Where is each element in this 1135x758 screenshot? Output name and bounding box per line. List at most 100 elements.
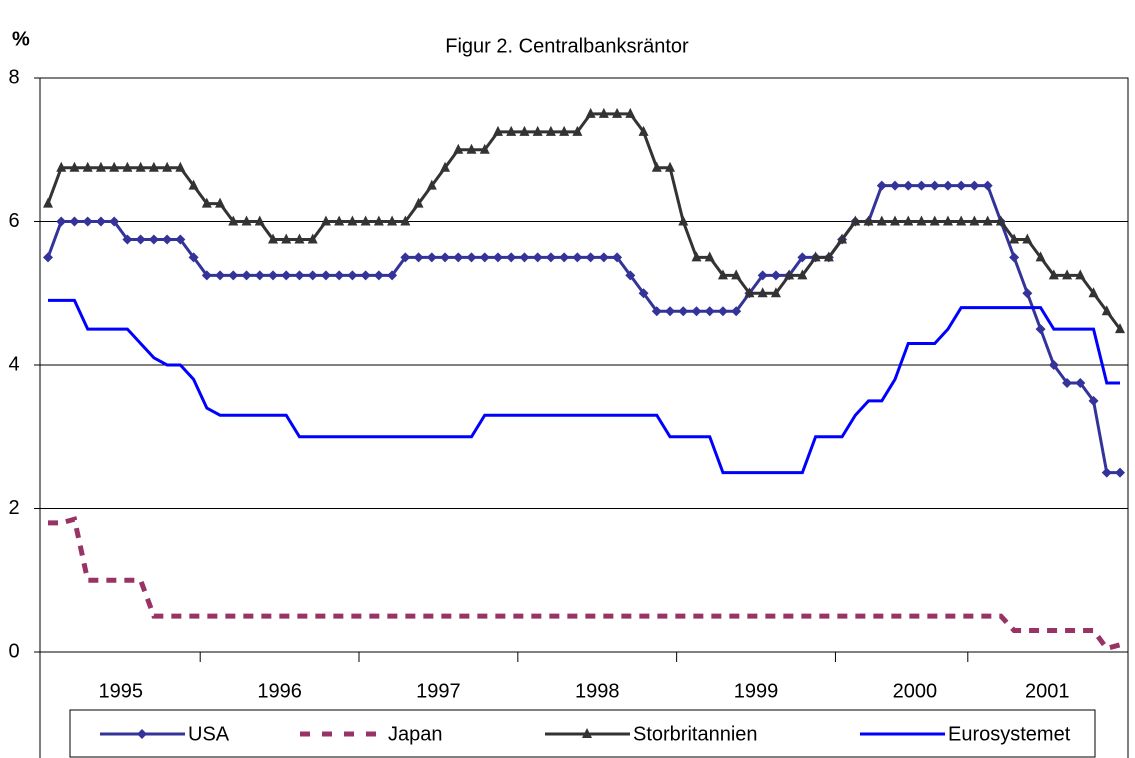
marker	[1075, 269, 1086, 280]
marker	[797, 252, 808, 263]
marker	[254, 215, 265, 226]
marker	[810, 251, 821, 262]
y-axis-label: %	[12, 28, 30, 50]
x-tick-label: 1998	[575, 680, 620, 702]
marker	[360, 270, 371, 281]
marker	[651, 306, 662, 317]
marker	[731, 269, 742, 280]
marker	[744, 287, 755, 298]
marker	[95, 161, 106, 172]
marker	[109, 216, 120, 227]
marker	[479, 143, 490, 154]
marker	[82, 216, 93, 227]
marker	[942, 215, 953, 226]
marker	[334, 270, 345, 281]
marker	[360, 215, 371, 226]
marker	[241, 270, 252, 281]
marker	[837, 233, 848, 244]
marker	[82, 161, 93, 172]
marker	[612, 252, 623, 263]
x-tick-label: 1997	[416, 680, 461, 702]
marker	[426, 252, 437, 263]
marker	[876, 180, 887, 191]
marker	[69, 216, 80, 227]
marker	[137, 729, 147, 739]
marker	[929, 215, 940, 226]
marker	[492, 252, 503, 263]
marker	[188, 179, 199, 190]
legend-box	[69, 709, 1096, 758]
marker	[479, 252, 490, 263]
marker	[228, 215, 239, 226]
marker	[942, 180, 953, 191]
marker	[757, 287, 768, 298]
marker	[426, 179, 437, 190]
marker	[717, 306, 728, 317]
marker	[466, 143, 477, 154]
marker	[876, 215, 887, 226]
marker	[413, 252, 424, 263]
legend-label: Storbritannien	[633, 723, 758, 745]
marker	[969, 215, 980, 226]
marker	[69, 161, 80, 172]
marker	[294, 270, 305, 281]
marker	[956, 180, 967, 191]
marker	[1115, 467, 1125, 478]
marker	[201, 197, 212, 208]
marker	[347, 270, 358, 281]
marker	[175, 234, 186, 245]
marker	[704, 251, 715, 262]
marker	[1035, 324, 1046, 335]
marker	[1115, 323, 1125, 334]
marker	[373, 215, 384, 226]
x-tick-label: 1996	[257, 680, 302, 702]
marker	[162, 234, 173, 245]
marker	[691, 251, 702, 262]
marker	[320, 270, 331, 281]
marker	[281, 270, 292, 281]
marker	[373, 270, 384, 281]
marker	[532, 125, 543, 136]
marker	[215, 270, 226, 281]
marker	[440, 161, 451, 172]
marker	[903, 215, 914, 226]
marker	[43, 197, 53, 208]
chart-title: Figur 2. Centralbanksräntor	[445, 35, 689, 57]
marker	[585, 252, 596, 263]
marker	[43, 252, 53, 263]
marker	[400, 215, 411, 226]
y-tick-label: 2	[8, 497, 19, 519]
marker	[731, 306, 742, 317]
marker	[665, 306, 676, 317]
x-tick-label: 1995	[99, 680, 144, 702]
marker	[1048, 360, 1059, 370]
marker	[109, 161, 120, 172]
marker	[320, 215, 331, 226]
marker	[916, 180, 927, 191]
marker	[890, 215, 901, 226]
marker	[281, 233, 292, 244]
marker	[969, 180, 980, 191]
marker	[307, 233, 318, 244]
marker	[215, 197, 226, 208]
marker	[148, 234, 159, 245]
marker	[1022, 288, 1033, 299]
marker	[572, 125, 583, 136]
marker	[572, 252, 583, 263]
marker	[241, 215, 252, 226]
marker	[175, 161, 186, 172]
marker	[1062, 269, 1073, 280]
marker	[56, 216, 67, 227]
marker	[506, 125, 517, 136]
marker	[797, 269, 808, 280]
marker	[598, 107, 609, 118]
marker	[757, 270, 768, 281]
marker	[770, 287, 781, 298]
marker	[466, 252, 477, 263]
marker	[122, 234, 133, 245]
marker	[188, 252, 199, 263]
marker	[585, 107, 596, 118]
series-line	[48, 516, 1121, 652]
marker	[334, 215, 345, 226]
